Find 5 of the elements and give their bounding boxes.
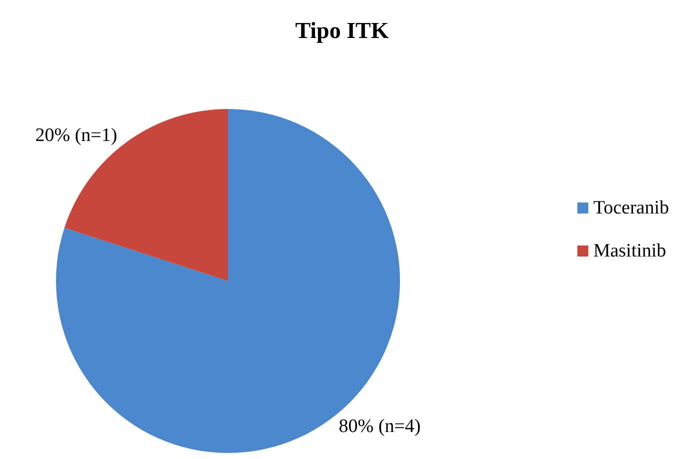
legend-label: Masitinib [593, 240, 666, 262]
data-label: 80% (n=4) [338, 416, 421, 438]
chart-title: Tipo ITK [295, 18, 389, 43]
data-label: 20% (n=1) [35, 124, 118, 146]
legend-label: Toceranib [593, 198, 670, 218]
